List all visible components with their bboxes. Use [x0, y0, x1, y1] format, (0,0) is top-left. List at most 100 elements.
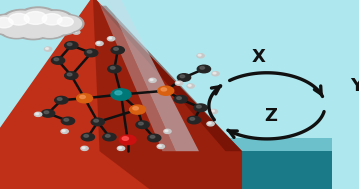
Circle shape: [111, 89, 131, 100]
Circle shape: [67, 43, 72, 46]
Circle shape: [57, 98, 62, 100]
Circle shape: [67, 73, 72, 76]
Circle shape: [0, 18, 13, 28]
Circle shape: [114, 48, 118, 50]
Circle shape: [158, 86, 174, 95]
Circle shape: [212, 72, 219, 76]
Circle shape: [150, 79, 153, 81]
Circle shape: [24, 12, 47, 24]
Circle shape: [19, 9, 57, 31]
Circle shape: [15, 7, 61, 33]
Circle shape: [177, 97, 181, 99]
Circle shape: [161, 88, 167, 91]
Circle shape: [176, 81, 183, 85]
Circle shape: [109, 37, 112, 39]
Circle shape: [74, 31, 77, 32]
Circle shape: [211, 110, 214, 112]
Polygon shape: [93, 0, 242, 189]
Polygon shape: [0, 138, 332, 151]
Circle shape: [48, 18, 78, 35]
Circle shape: [94, 119, 98, 122]
Circle shape: [103, 133, 116, 141]
Circle shape: [197, 105, 201, 108]
Circle shape: [133, 107, 139, 110]
Circle shape: [150, 136, 155, 138]
Circle shape: [80, 95, 85, 98]
Circle shape: [115, 91, 122, 95]
Circle shape: [190, 118, 195, 120]
Circle shape: [4, 11, 39, 31]
Circle shape: [164, 129, 171, 133]
Circle shape: [187, 116, 201, 124]
Circle shape: [46, 48, 48, 49]
Circle shape: [97, 42, 100, 44]
Polygon shape: [99, 6, 242, 151]
Circle shape: [55, 96, 68, 104]
Circle shape: [119, 135, 136, 145]
Circle shape: [111, 46, 124, 54]
Circle shape: [187, 84, 194, 88]
Circle shape: [0, 16, 22, 33]
Circle shape: [197, 54, 204, 58]
Circle shape: [177, 74, 191, 81]
Circle shape: [136, 121, 149, 129]
Circle shape: [118, 147, 121, 149]
Polygon shape: [0, 0, 242, 189]
Circle shape: [81, 133, 94, 141]
Circle shape: [42, 14, 62, 25]
Circle shape: [51, 57, 65, 64]
Circle shape: [174, 95, 187, 103]
Circle shape: [165, 130, 168, 132]
Circle shape: [9, 13, 29, 25]
Circle shape: [180, 75, 185, 78]
Circle shape: [65, 42, 78, 49]
Circle shape: [130, 105, 145, 114]
Circle shape: [61, 117, 75, 125]
Circle shape: [41, 110, 55, 117]
Circle shape: [0, 14, 25, 35]
Circle shape: [122, 137, 129, 140]
Text: Z: Z: [264, 107, 277, 125]
Circle shape: [117, 146, 125, 150]
Circle shape: [36, 113, 39, 115]
Circle shape: [188, 85, 191, 86]
Circle shape: [207, 122, 214, 126]
Circle shape: [65, 72, 78, 79]
Circle shape: [210, 109, 218, 114]
Circle shape: [197, 65, 210, 73]
Circle shape: [31, 17, 69, 39]
Circle shape: [55, 16, 81, 31]
Circle shape: [34, 112, 42, 116]
Circle shape: [44, 111, 49, 114]
Circle shape: [157, 144, 164, 149]
Circle shape: [87, 50, 92, 53]
Circle shape: [64, 119, 69, 121]
Text: X: X: [252, 48, 266, 66]
Circle shape: [85, 49, 98, 57]
Circle shape: [213, 72, 216, 74]
Circle shape: [158, 145, 161, 147]
Circle shape: [81, 146, 88, 150]
Circle shape: [106, 135, 110, 137]
Circle shape: [149, 78, 156, 82]
Circle shape: [194, 104, 207, 112]
Polygon shape: [0, 151, 332, 189]
Circle shape: [1, 9, 42, 33]
Circle shape: [52, 15, 84, 33]
Circle shape: [57, 17, 73, 26]
Circle shape: [111, 67, 115, 69]
Circle shape: [84, 135, 89, 137]
Circle shape: [61, 129, 68, 133]
Circle shape: [139, 122, 143, 125]
Circle shape: [107, 37, 115, 41]
Text: Y: Y: [350, 77, 359, 95]
Circle shape: [45, 47, 52, 51]
Circle shape: [198, 54, 201, 56]
Circle shape: [73, 30, 80, 34]
Circle shape: [177, 82, 180, 83]
Circle shape: [16, 18, 51, 38]
Circle shape: [1, 19, 32, 37]
Polygon shape: [96, 0, 176, 151]
Circle shape: [50, 19, 76, 34]
Circle shape: [91, 118, 104, 126]
